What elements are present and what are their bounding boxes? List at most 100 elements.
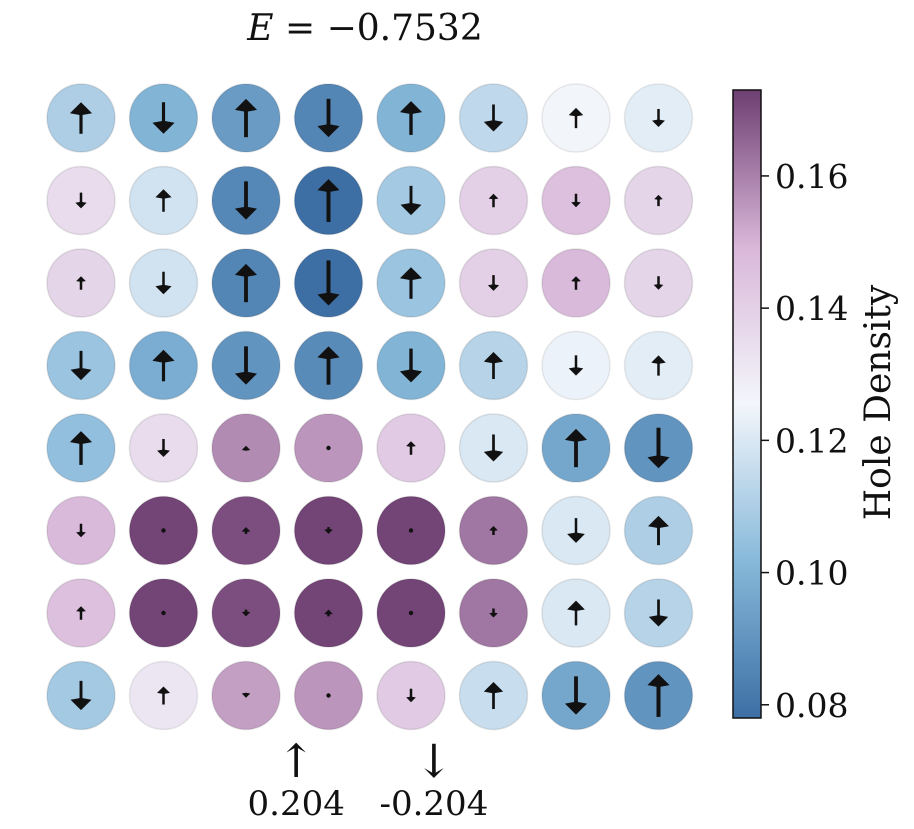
site-4-6	[541, 413, 611, 483]
spin-dot	[408, 610, 414, 616]
site-1-5	[458, 165, 529, 236]
site-6-7	[623, 578, 694, 648]
spin-down-arrow	[152, 102, 175, 134]
legend-down-label: -0.204	[379, 784, 489, 824]
site-6-4	[376, 578, 446, 648]
site-0-1	[128, 83, 199, 153]
site-6-2	[211, 578, 281, 648]
legend-up-arrow: ↑	[276, 734, 316, 788]
spin-up-arrow	[317, 179, 340, 222]
spin-down-arrow	[567, 518, 585, 543]
spin-down-arrow	[70, 680, 92, 711]
spin-up-arrow	[157, 686, 170, 705]
title-energy-value: −0.7532	[326, 8, 483, 49]
colorbar-tick-label: 0.16	[775, 157, 848, 196]
site-3-5	[458, 330, 529, 401]
site-2-1	[128, 248, 199, 318]
site-1-3	[293, 165, 364, 236]
site-5-0	[46, 495, 116, 566]
spin-down-arrow	[564, 676, 588, 715]
spin-down-arrow	[317, 98, 340, 138]
spin-dot	[326, 445, 331, 451]
site-3-1	[128, 330, 199, 401]
spin-up-arrow	[406, 441, 416, 455]
legend-spin-up: ↑ 0.204	[248, 738, 345, 824]
spin-down-arrow	[487, 275, 500, 291]
spin-down-arrow	[155, 271, 172, 295]
spin-down-arrow	[571, 193, 581, 208]
site-5-5	[458, 495, 529, 566]
site-1-7	[623, 165, 694, 236]
spin-up-arrow	[483, 681, 504, 710]
site-4-0	[46, 413, 116, 483]
spin-up-arrow	[399, 267, 423, 299]
site-3-2	[211, 330, 281, 401]
spin-down-arrow	[70, 350, 92, 381]
site-6-6	[541, 578, 611, 648]
spin-dot	[408, 528, 414, 533]
site-7-4	[376, 660, 446, 731]
site-2-6	[541, 248, 611, 318]
site-6-3	[293, 578, 364, 648]
site-1-4	[376, 165, 446, 236]
colorbar-gradient	[732, 89, 762, 719]
colorbar: 0.08 0.10 0.12 0.14 0.16	[732, 89, 848, 725]
colorbar-tick-label: 0.10	[775, 554, 848, 593]
site-2-4	[376, 248, 446, 318]
site-6-5	[458, 578, 529, 648]
spin-dot	[326, 693, 331, 698]
spin-down-arrow	[75, 192, 87, 209]
spin-up-arrow	[568, 107, 584, 129]
title-equals: =	[284, 8, 316, 49]
site-2-0	[46, 248, 116, 318]
site-3-4	[376, 330, 446, 401]
site-4-4	[376, 413, 446, 483]
site-0-2	[211, 83, 281, 153]
colorbar-tick-label: 0.12	[775, 421, 848, 460]
site-7-7	[623, 660, 694, 731]
site-7-3	[293, 660, 364, 731]
spin-up-arrow	[483, 351, 504, 380]
spin-up-arrow	[76, 606, 86, 620]
spin-up-arrow	[234, 263, 258, 303]
spin-down-arrow	[76, 523, 86, 538]
site-4-2	[211, 413, 281, 483]
site-7-0	[46, 660, 116, 731]
site-5-6	[541, 495, 611, 566]
spin-up-arrow	[317, 346, 340, 385]
legend-down-arrow: ↓	[414, 734, 454, 788]
spin-up-arrow	[241, 527, 251, 534]
site-5-1	[128, 495, 199, 566]
site-1-1	[128, 165, 199, 236]
site-2-5	[458, 248, 529, 318]
chart-title: E = −0.7532	[230, 8, 500, 49]
legend-up-label: 0.204	[247, 784, 345, 824]
spin-down-arrow	[241, 609, 251, 617]
site-4-3	[293, 413, 364, 483]
spin-down-arrow	[647, 427, 670, 469]
spin-up-arrow	[234, 98, 258, 138]
spin-up-arrow	[76, 276, 86, 290]
spin-up-arrow	[69, 102, 93, 134]
site-5-7	[623, 495, 694, 566]
site-7-6	[541, 660, 611, 731]
spin-up-arrow	[399, 101, 423, 135]
spin-down-arrow	[157, 438, 170, 458]
spin-up-arrow	[241, 445, 251, 451]
site-1-2	[211, 165, 281, 236]
site-3-7	[623, 330, 694, 401]
site-7-1	[128, 660, 199, 731]
site-7-5	[458, 660, 529, 731]
site-0-4	[376, 83, 446, 153]
title-energy-symbol: E	[247, 8, 274, 49]
spin-up-arrow	[564, 428, 588, 468]
spin-up-arrow	[651, 355, 666, 376]
site-3-0	[46, 330, 116, 401]
spin-down-arrow	[483, 104, 504, 132]
spin-up-arrow	[489, 525, 498, 536]
site-1-0	[46, 165, 116, 236]
colorbar-tick-label: 0.08	[775, 686, 848, 725]
site-0-0	[46, 83, 116, 153]
site-2-2	[211, 248, 281, 318]
